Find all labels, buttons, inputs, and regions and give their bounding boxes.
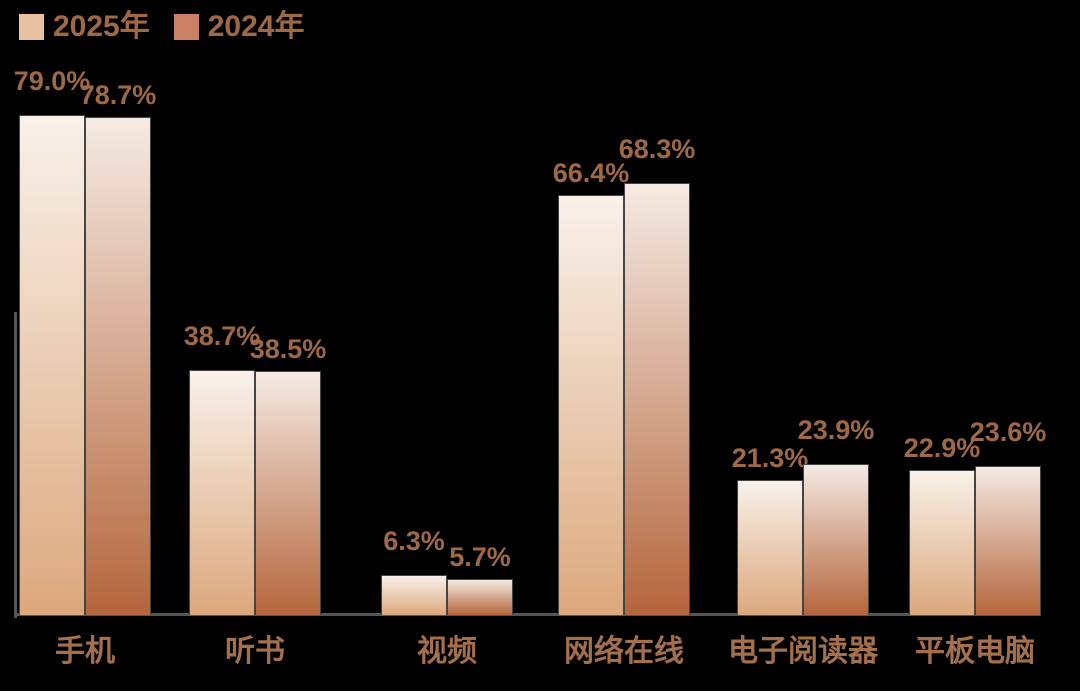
legend-swatch-icon — [173, 14, 199, 40]
x-axis-line — [14, 613, 1041, 616]
bar-2025年-网络在线 — [558, 195, 624, 615]
bar-2025年-听书 — [189, 370, 255, 615]
category-label: 听书 — [225, 635, 285, 668]
category-label: 网络在线 — [564, 635, 684, 668]
value-label: 38.5% — [249, 334, 327, 364]
legend-item-2025年: 2025年 — [19, 12, 150, 42]
value-label: 23.6% — [969, 417, 1047, 447]
value-label: 23.9% — [797, 415, 875, 445]
value-label: 21.3% — [731, 443, 809, 473]
bar-2024年-平板电脑 — [975, 466, 1041, 615]
value-label: 68.3% — [618, 134, 696, 164]
bar-2024年-网络在线 — [624, 183, 690, 615]
legend: 2025年 2024年 — [19, 12, 305, 42]
y-axis-line — [14, 312, 17, 618]
bar-2024年-视频 — [447, 579, 513, 615]
category-label: 电子阅读器 — [728, 635, 878, 668]
value-label: 5.7% — [449, 542, 511, 572]
bar-2024年-听书 — [255, 371, 321, 615]
value-label: 66.4% — [552, 158, 630, 188]
category-label: 视频 — [417, 635, 477, 668]
bar-2025年-电子阅读器 — [737, 480, 803, 615]
value-label: 22.9% — [903, 433, 981, 463]
bar-2025年-平板电脑 — [909, 470, 975, 615]
value-label: 79.0% — [13, 66, 91, 96]
legend-label: 2025年 — [53, 10, 150, 43]
category-label: 手机 — [55, 635, 115, 668]
legend-swatch-icon — [19, 14, 44, 40]
bar-2024年-手机 — [85, 117, 151, 615]
value-label: 38.7% — [183, 321, 261, 351]
bar-2025年-视频 — [381, 575, 447, 615]
bar-2025年-手机 — [19, 115, 85, 615]
legend-label: 2024年 — [207, 10, 305, 43]
bar-2024年-电子阅读器 — [803, 464, 869, 615]
legend-item-2024年: 2024年 — [173, 10, 305, 43]
value-label: 78.7% — [79, 80, 157, 110]
value-label: 6.3% — [383, 526, 445, 556]
category-label: 平板电脑 — [915, 635, 1035, 668]
